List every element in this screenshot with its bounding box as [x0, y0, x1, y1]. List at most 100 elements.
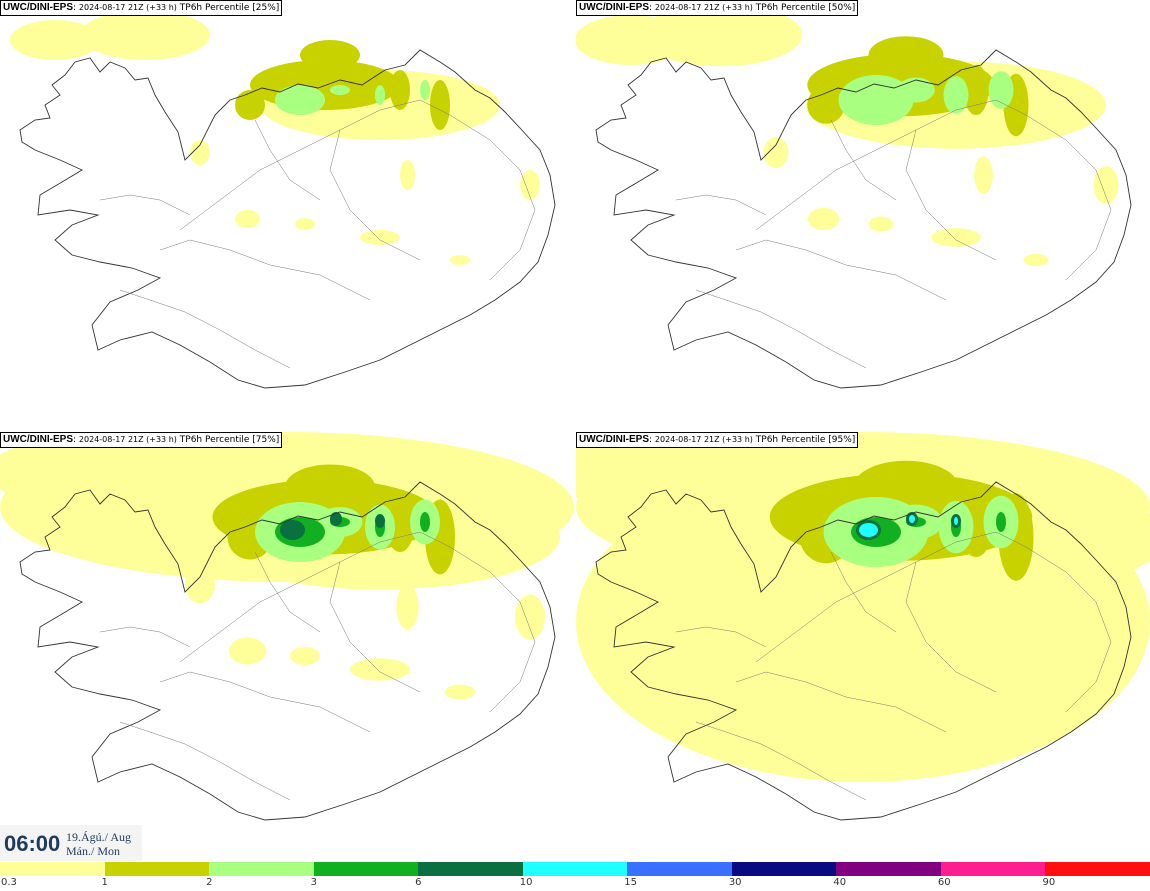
precip-area: [763, 136, 789, 169]
precip-area: [996, 512, 1006, 532]
precipitation-map: [576, 3, 1132, 389]
road-line: [254, 551, 321, 633]
precip-area: [396, 584, 419, 630]
precip-area: [868, 216, 894, 232]
model-name: UWC/DINI-EPS: [3, 2, 73, 13]
legend-tick-label: 30: [728, 877, 742, 888]
precip-area: [931, 228, 981, 247]
precip-area: [1093, 166, 1119, 204]
product-name: TP6h Percentile [50%]: [755, 3, 856, 13]
precip-area: [375, 85, 385, 105]
road-line: [830, 551, 897, 633]
precip-area: [515, 594, 545, 640]
valid-date: 19.Ágú./ Aug Mán./ Mon: [66, 830, 131, 858]
legend-tick-label: 10: [519, 877, 533, 888]
panel-title: UWC/DINI-EPS: 2024-08-17 21Z (+33 h) TP6…: [576, 432, 859, 448]
road-line: [905, 129, 997, 261]
precip-area: [963, 65, 989, 115]
precip-area: [280, 520, 305, 540]
road-line: [755, 531, 997, 663]
road-line: [995, 99, 1112, 281]
model-name: UWC/DINI-EPS: [3, 434, 73, 445]
road-line: [419, 531, 536, 713]
run-time: 2024-08-17 21Z (+33 h): [78, 435, 177, 444]
road-line: [675, 194, 767, 216]
map-panel-p95: UWC/DINI-EPS: 2024-08-17 21Z (+33 h) TP6…: [576, 432, 1150, 860]
precip-area: [375, 514, 385, 528]
legend-swatch: [836, 862, 941, 876]
legend-swatch: [627, 862, 732, 876]
legend-swatch: [209, 862, 314, 876]
product-name: TP6h Percentile [95%]: [755, 435, 856, 445]
precip-area: [10, 20, 100, 60]
map-panel-p25: UWC/DINI-EPS: 2024-08-17 21Z (+33 h) TP6…: [0, 0, 574, 428]
precip-area: [576, 15, 688, 65]
road-line: [119, 721, 291, 801]
precip-area: [951, 85, 961, 105]
legend-swatch: [418, 862, 523, 876]
road-line: [695, 721, 867, 801]
road-line: [675, 626, 767, 648]
panel-title: UWC/DINI-EPS: 2024-08-17 21Z (+33 h) TP6…: [0, 432, 283, 448]
road-line: [159, 671, 371, 733]
road-line: [755, 99, 997, 231]
precip-area: [450, 255, 470, 265]
precip-area: [80, 10, 210, 60]
product-name: TP6h Percentile [25%]: [179, 3, 280, 13]
valid-time: 06:00: [4, 831, 61, 856]
road-line: [329, 129, 421, 261]
precip-area: [420, 80, 430, 100]
road-line: [419, 99, 536, 281]
legend-swatch: [313, 862, 419, 876]
legend-swatch: [1045, 862, 1150, 876]
road-line: [99, 194, 191, 216]
run-time: 2024-08-17 21Z (+33 h): [78, 3, 177, 12]
precip-area: [350, 658, 410, 681]
legend-swatch: [522, 862, 628, 876]
precip-area: [235, 90, 265, 120]
legend-tick-label: 1: [101, 877, 108, 888]
product-name: TP6h Percentile [75%]: [179, 435, 280, 445]
precip-area: [285, 464, 375, 510]
legend-tick-label: 6: [415, 877, 422, 888]
legend-ticks: 0.3 1 2 3 6 10 15 30 40 60 90: [0, 876, 1150, 891]
valid-time-box: 06:00 19.Ágú./ Aug Mán./ Mon: [0, 825, 142, 861]
road-line: [254, 119, 321, 201]
precip-area: [330, 512, 342, 526]
legend-tick-label: 3: [310, 877, 317, 888]
legend-swatch: [0, 862, 105, 876]
road-line: [179, 531, 421, 663]
road-line: [735, 239, 947, 301]
precip-area: [807, 207, 840, 231]
legend-tick-label: 2: [206, 877, 213, 888]
road-line: [695, 289, 867, 369]
road-line: [995, 531, 1112, 713]
model-name: UWC/DINI-EPS: [579, 434, 649, 445]
precip-area: [909, 515, 915, 523]
map-panel-p75: UWC/DINI-EPS: 2024-08-17 21Z (+33 h) TP6…: [0, 432, 574, 860]
precip-area: [868, 36, 944, 74]
precip-area: [807, 86, 845, 124]
road-line: [735, 671, 947, 733]
precip-area: [906, 85, 926, 95]
road-line: [329, 561, 421, 693]
precip-area: [974, 156, 993, 194]
precip-area: [851, 85, 901, 115]
legend-swatch: [731, 862, 837, 876]
legend-colorbar: [0, 862, 1150, 876]
legend-tick-label: 0.3: [1, 877, 17, 888]
precip-area: [430, 80, 450, 130]
precip-area: [300, 40, 360, 70]
panel-title: UWC/DINI-EPS: 2024-08-17 21Z (+33 h) TP6…: [576, 0, 859, 16]
precip-area: [228, 637, 267, 665]
precip-area: [295, 218, 315, 230]
precip-area: [400, 160, 415, 190]
model-name: UWC/DINI-EPS: [579, 2, 649, 13]
road-line: [179, 99, 421, 231]
run-time: 2024-08-17 21Z (+33 h): [654, 3, 753, 12]
precip-area: [420, 512, 430, 532]
road-line: [830, 119, 897, 201]
precip-area: [390, 70, 410, 110]
legend-swatch: [104, 862, 210, 876]
precip-area: [520, 170, 540, 200]
